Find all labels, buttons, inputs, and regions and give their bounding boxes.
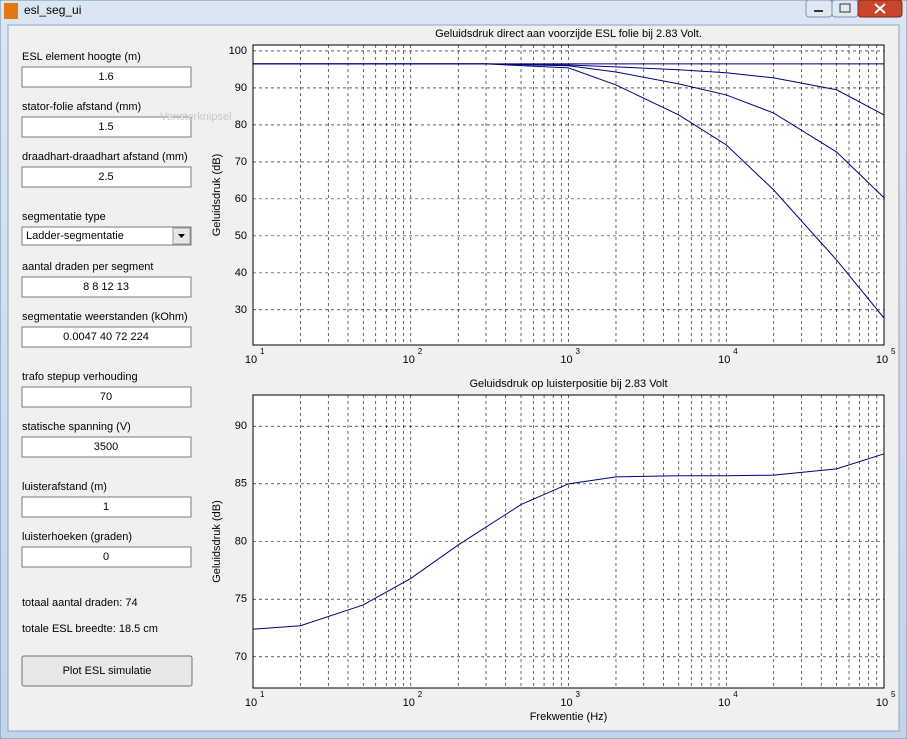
- x-tick-label: 10: [245, 697, 257, 709]
- plot-button-label: Plot ESL simulatie: [63, 665, 152, 677]
- y-tick-label: 90: [235, 82, 247, 94]
- text-field-value: 8 8 12 13: [83, 281, 129, 293]
- y-tick-label: 70: [235, 156, 247, 168]
- info-text: totale ESL breedte: 18.5 cm: [22, 623, 158, 635]
- control-label: stator-folie afstand (mm): [22, 101, 141, 113]
- control-label: segmentatie type: [22, 211, 106, 223]
- text-field[interactable]: [21, 436, 192, 458]
- text-field[interactable]: [21, 166, 192, 188]
- control-label: aantal draden per segment: [22, 261, 153, 273]
- y-axis-label: Geluidsdruk (dB): [211, 500, 223, 583]
- control-label: luisterafstand (m): [22, 481, 107, 493]
- text-field[interactable]: [21, 496, 192, 518]
- text-field[interactable]: [21, 546, 192, 568]
- text-field-value: 0.0047 40 72 224: [63, 331, 149, 343]
- control-panel: ESL element hoogte (m) 1.6 stator-folie af…: [21, 51, 193, 687]
- x-tick-label: 10: [560, 697, 572, 709]
- chart-title: Geluidsdruk direct aan voorzijde ESL fol…: [435, 28, 702, 40]
- dropdown[interactable]: [21, 226, 192, 246]
- close-icon: [874, 3, 886, 14]
- text-field-value: 0: [103, 551, 109, 563]
- text-field-value: 1: [103, 501, 109, 513]
- y-tick-label: 90: [235, 420, 247, 432]
- x-axis-label: Frekwentie (Hz): [530, 711, 608, 723]
- y-tick-label: 85: [235, 478, 247, 490]
- control-label: statische spanning (V): [22, 421, 131, 433]
- text-field[interactable]: [21, 116, 192, 138]
- x-tick-exponent: 1: [260, 690, 265, 699]
- y-tick-label: 30: [235, 304, 247, 316]
- control-label: ESL element hoogte (m): [22, 51, 141, 63]
- x-tick-label: 10: [718, 697, 730, 709]
- x-tick-exponent: 2: [418, 690, 423, 699]
- x-tick-label: 10: [876, 697, 888, 709]
- line-series: [253, 63, 885, 116]
- y-tick-label: 80: [235, 119, 247, 131]
- x-tick-exponent: 3: [576, 690, 581, 699]
- text-field-value: 70: [100, 391, 112, 403]
- text-field-value: 2.5: [98, 171, 113, 183]
- minimize-button[interactable]: [805, 0, 833, 18]
- x-tick-label: 10: [403, 697, 415, 709]
- text-field[interactable]: [21, 326, 192, 348]
- charts: Geluidsdruk direct aan voorzijde ESL fol…: [211, 28, 896, 723]
- window-title: esl_seg_ui: [24, 3, 81, 17]
- y-tick-label: 50: [235, 230, 247, 242]
- axes-frame: [252, 394, 885, 689]
- x-tick-exponent: 5: [891, 690, 896, 699]
- y-tick-label: 40: [235, 267, 247, 279]
- text-field-value: 3500: [94, 441, 118, 453]
- y-tick-label: 100: [229, 45, 247, 57]
- control-label: draadhart-draadhart afstand (mm): [22, 151, 188, 163]
- app-icon: [4, 3, 18, 19]
- text-field-value: 1.6: [98, 71, 113, 83]
- y-axis-label: Geluidsdruk (dB): [211, 154, 223, 237]
- plot-button[interactable]: [21, 655, 193, 687]
- control-label: segmentatie weerstanden (kOhm): [22, 311, 188, 323]
- dropdown-arrow: [178, 234, 185, 238]
- text-field[interactable]: [21, 66, 192, 88]
- control-label: trafo stepup verhouding: [22, 371, 138, 383]
- maximize-icon: [839, 3, 851, 13]
- x-tick-label: 10: [403, 354, 415, 366]
- line-series: [252, 453, 885, 630]
- maximize-button[interactable]: [831, 0, 859, 18]
- y-tick-label: 70: [235, 651, 247, 663]
- x-tick-label: 10: [876, 354, 888, 366]
- info-text: totaal aantal draden: 74: [22, 597, 138, 609]
- x-tick-exponent: 2: [418, 347, 423, 356]
- x-tick-label: 10: [718, 354, 730, 366]
- x-tick-label: 10: [560, 354, 572, 366]
- text-field[interactable]: [21, 386, 192, 408]
- overlay-text: Vensterknipsel: [160, 111, 232, 123]
- text-field-value: 1.5: [98, 121, 113, 133]
- x-tick-exponent: 5: [891, 347, 896, 356]
- x-tick-exponent: 4: [733, 347, 738, 356]
- axes-frame: [252, 44, 885, 346]
- chart-title: Geluidsdruk op luisterpositie bij 2.83 V…: [469, 378, 667, 390]
- dropdown-value: Ladder-segmentatie: [26, 230, 124, 242]
- y-tick-label: 80: [235, 535, 247, 547]
- text-field[interactable]: [21, 276, 192, 298]
- control-label: luisterhoeken (graden): [22, 531, 132, 543]
- y-tick-label: 60: [235, 193, 247, 205]
- x-tick-label: 10: [245, 354, 257, 366]
- y-tick-label: 75: [235, 593, 247, 605]
- x-tick-exponent: 1: [260, 347, 265, 356]
- x-tick-exponent: 3: [576, 347, 581, 356]
- x-tick-exponent: 4: [733, 690, 738, 699]
